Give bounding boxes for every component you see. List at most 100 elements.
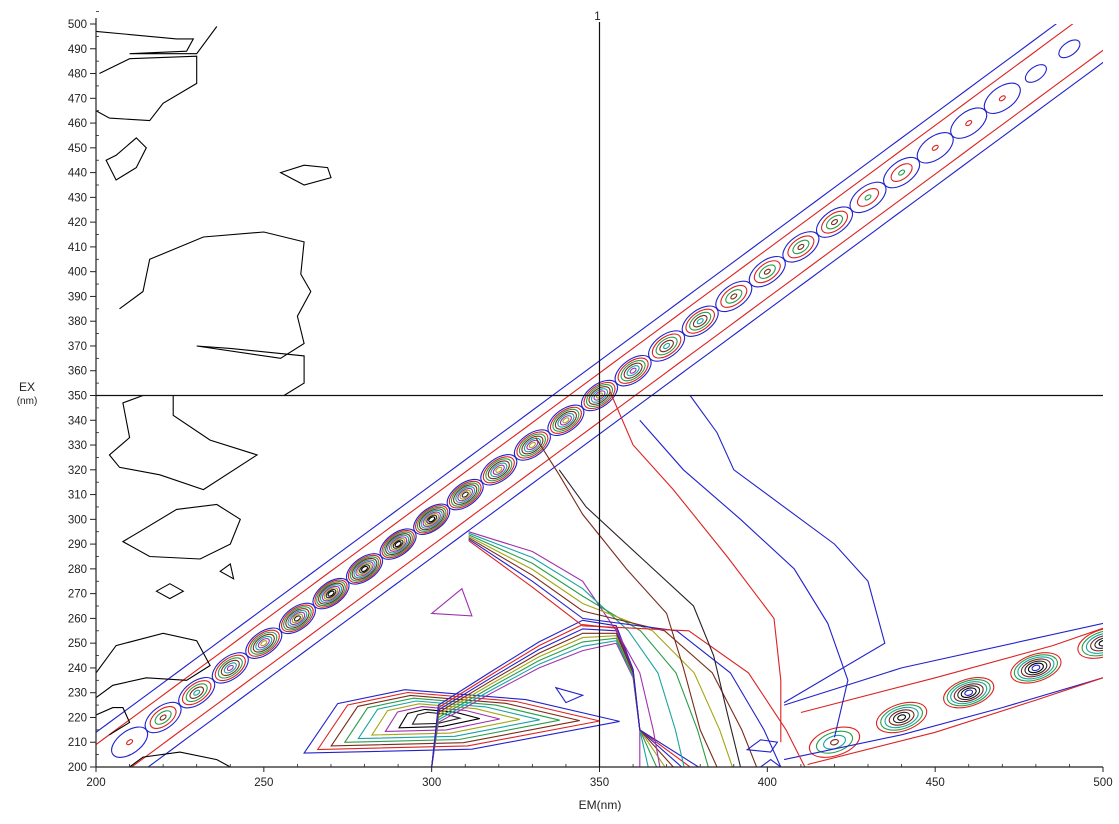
rayleigh-contour-ring xyxy=(316,581,346,607)
rayleigh-contour-ring xyxy=(347,554,382,584)
rayleigh-contour-ring xyxy=(321,585,341,602)
rayleigh-contour-ring xyxy=(518,433,546,457)
rayleigh-contour-ring xyxy=(626,365,640,377)
rayleigh-contour-ring xyxy=(490,462,508,478)
rayleigh-contour-ring xyxy=(327,590,335,597)
rayleigh-contour-ring xyxy=(617,357,649,384)
rayleigh-contour-ring xyxy=(281,604,314,633)
second-order-contour-ring xyxy=(808,726,861,758)
y-tick-label: 300 xyxy=(68,514,87,526)
rayleigh-contour-ring xyxy=(763,268,771,275)
second-order-contour-ring xyxy=(1017,656,1055,680)
y-tick-label: 450 xyxy=(68,143,87,155)
rayleigh-band-envelope xyxy=(96,24,1057,734)
y-tick-label: 200 xyxy=(68,762,87,774)
small-contour xyxy=(745,739,779,753)
rayleigh-contour-ring xyxy=(931,144,939,151)
rayleigh-contour-ring xyxy=(965,120,973,127)
rayleigh-contour-ring xyxy=(416,506,447,532)
rayleigh-contour-ring xyxy=(126,739,134,746)
fluorescence-lobe-contour xyxy=(468,537,758,767)
fluorescence-contour xyxy=(384,706,500,732)
rayleigh-contour-ring xyxy=(725,289,743,304)
y-tick-label: 480 xyxy=(68,69,87,81)
second-order-contour-ring xyxy=(880,704,923,731)
rayleigh-contour-ring xyxy=(753,260,781,284)
rayleigh-contour-ring xyxy=(588,386,611,405)
y-tick-label: 400 xyxy=(68,267,87,279)
rayleigh-contour-ring xyxy=(314,579,348,608)
second-order-contour-ring xyxy=(888,709,915,726)
rayleigh-contour-ring xyxy=(787,235,815,259)
rayleigh-contour-ring xyxy=(792,239,810,255)
rayleigh-contour-ring xyxy=(353,559,376,579)
x-tick-label: 400 xyxy=(758,777,777,789)
rayleigh-contour-ring xyxy=(357,562,372,576)
y-tick-label: 390 xyxy=(68,291,87,303)
second-order-envelope xyxy=(783,677,1103,761)
y-tick-label: 250 xyxy=(68,638,87,650)
y-tick-label: 420 xyxy=(68,217,87,229)
y-tick-label: 500 xyxy=(68,19,87,31)
x-tick-label: 450 xyxy=(926,777,945,789)
crosshair-cursor[interactable]: 1 xyxy=(96,11,1103,767)
y-tick-label: 440 xyxy=(68,168,87,180)
noise-contour xyxy=(129,751,231,767)
rayleigh-contour-ring xyxy=(226,664,234,671)
rayleigh-contour-ring xyxy=(181,680,212,706)
rayleigh-contour-ring xyxy=(385,533,411,556)
fluorescence-contour xyxy=(343,697,560,743)
y-axis-unit: (nm) xyxy=(17,396,38,407)
fluorescence-contour xyxy=(303,689,620,754)
rayleigh-contour-ring xyxy=(562,417,570,424)
rayleigh-contour-ring xyxy=(758,264,776,280)
rayleigh-contour-ring xyxy=(392,539,404,549)
small-contour xyxy=(759,758,782,767)
rayleigh-contour-ring xyxy=(387,534,410,554)
x-axis-title: EM(nm) xyxy=(579,798,622,812)
second-order-contour-ring xyxy=(1024,660,1048,676)
rayleigh-contour-ring xyxy=(557,412,575,428)
rayleigh-band-envelope xyxy=(130,49,1103,767)
rayleigh-contour-ring xyxy=(595,392,604,399)
rayleigh-contour-ring xyxy=(255,635,273,651)
second-order-contour-ring xyxy=(1090,634,1103,652)
x-tick-label: 350 xyxy=(590,777,609,789)
rayleigh-contour-ring xyxy=(388,536,408,552)
rayleigh-contour-ring xyxy=(585,384,614,407)
y-tick-label: 380 xyxy=(68,316,87,328)
rayleigh-contour-ring xyxy=(360,565,369,572)
second-order-contour-ring xyxy=(1031,664,1041,672)
fluorescence-shoulder-contour xyxy=(431,619,699,767)
fluorescence-lobe-contour xyxy=(468,534,709,767)
second-order-contour-ring xyxy=(1085,632,1103,654)
rayleigh-contour-ring xyxy=(252,633,275,653)
y-tick-label: 320 xyxy=(68,465,87,477)
rayleigh-contour-ring xyxy=(651,333,682,359)
rayleigh-contour-ring xyxy=(461,491,469,498)
y-tick-label: 410 xyxy=(68,242,87,254)
second-order-contour-ring xyxy=(957,685,981,701)
second-order-contour-ring xyxy=(946,679,991,707)
rayleigh-contour-ring xyxy=(528,441,536,449)
rayleigh-contour-ring xyxy=(998,95,1006,102)
rayleigh-band-envelope xyxy=(147,61,1103,767)
y-tick-label: 310 xyxy=(68,490,87,502)
fluorescence-lobe-contour xyxy=(468,540,806,767)
rayleigh-contour-ring xyxy=(260,640,268,647)
small-contour xyxy=(430,587,473,617)
noise-contour xyxy=(219,562,235,580)
second-order-contour-ring xyxy=(1081,629,1103,657)
second-order-contour-ring xyxy=(1010,652,1062,684)
y-tick-label: 260 xyxy=(68,613,87,625)
second-order-contour-ring xyxy=(960,687,977,698)
second-order-contour-ring xyxy=(892,711,911,724)
rayleigh-contour-ring xyxy=(864,194,872,201)
noise-contour xyxy=(105,137,147,181)
rayleigh-contour-ring xyxy=(482,456,515,484)
rayleigh-contour-ring xyxy=(559,415,572,426)
rayleigh-contour-ring xyxy=(890,163,913,182)
rayleigh-contour-ring xyxy=(319,584,343,603)
rayleigh-contour-ring xyxy=(552,408,580,432)
